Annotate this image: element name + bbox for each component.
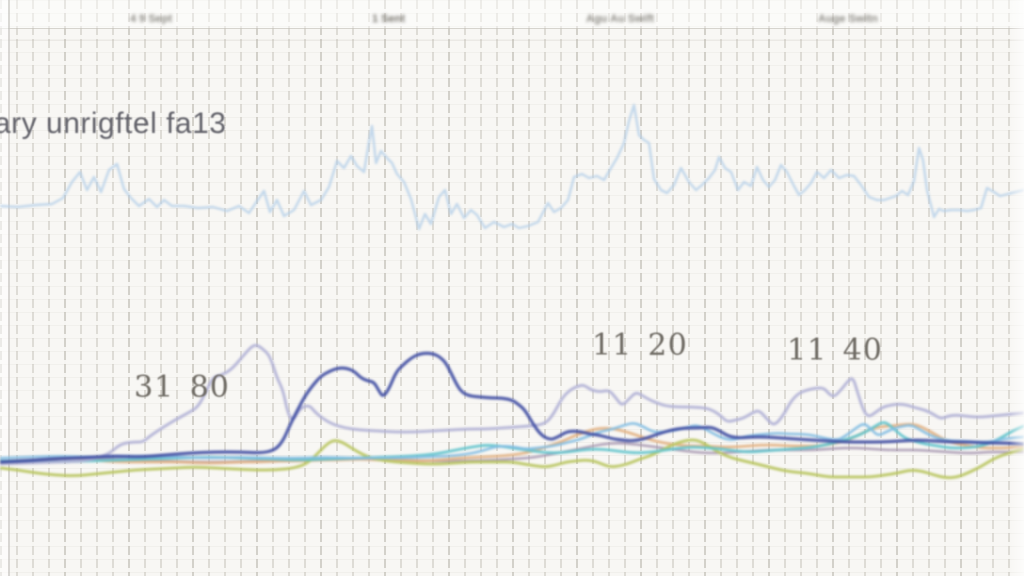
value-annotation: 31 80 — [134, 370, 230, 405]
top-axis-band — [0, 0, 1024, 29]
top-axis-secondary-line — [0, 40, 1024, 41]
series-olive-line — [0, 438, 1024, 480]
right-edge-fade — [1010, 0, 1024, 576]
series-indigo-line — [0, 351, 1024, 464]
left-axis-line — [0, 0, 10, 576]
series-lavender-line — [0, 343, 1024, 466]
series-sand-line — [0, 422, 1024, 465]
series-top-sparkline-line — [0, 103, 1024, 231]
value-annotation: 11 40 — [787, 333, 883, 368]
top-axis-tick-label: Agu Au Swift — [586, 13, 655, 25]
chart-title: ary unrigftel fa13 — [0, 107, 227, 140]
value-annotation: 11 20 — [592, 328, 688, 363]
top-axis-tick-label: Auge Switn — [818, 13, 878, 25]
top-axis-tick-label: 1 Sent — [372, 13, 406, 25]
top-axis-tick-label: 4 9 Sept — [130, 13, 173, 25]
